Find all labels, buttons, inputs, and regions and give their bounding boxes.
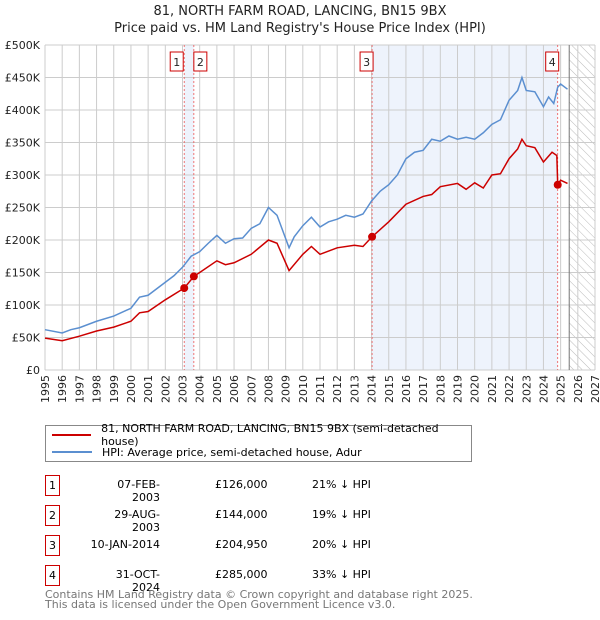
x-tick-label: 2023 bbox=[520, 375, 533, 403]
transaction-label: 2 bbox=[197, 56, 204, 69]
x-tick-label: 2006 bbox=[228, 375, 241, 403]
x-tick-label: 2002 bbox=[159, 375, 172, 403]
transaction-hpi-diff: 20% ↓ HPI bbox=[312, 538, 371, 551]
x-tick-label: 2025 bbox=[555, 375, 568, 403]
transaction-date: 31-OCT-2024 bbox=[115, 568, 160, 594]
x-tick-label: 1996 bbox=[56, 375, 69, 403]
series-line bbox=[44, 75, 568, 334]
x-tick-label: 2015 bbox=[383, 375, 396, 403]
x-tick-label: 2011 bbox=[314, 375, 327, 403]
y-tick-label: £50K bbox=[12, 332, 41, 345]
x-tick-label: 2008 bbox=[262, 375, 275, 403]
transaction-label-box bbox=[193, 51, 208, 72]
x-tick-label: 2020 bbox=[469, 375, 482, 403]
x-tick-label: 2005 bbox=[211, 375, 224, 403]
legend-item-hpi: HPI: Average price, semi-detached house,… bbox=[52, 444, 362, 460]
y-tick-label: £0 bbox=[26, 364, 40, 377]
x-tick-label: 2019 bbox=[452, 375, 465, 403]
x-tick-label: 1997 bbox=[73, 375, 86, 403]
legend: 81, NORTH FARM ROAD, LANCING, BN15 9BX (… bbox=[45, 422, 472, 462]
x-tick-label: 2000 bbox=[125, 375, 138, 403]
y-tick-label: £350K bbox=[5, 137, 41, 150]
chart-title: 81, NORTH FARM ROAD, LANCING, BN15 9BX bbox=[153, 4, 447, 19]
line-chart: 1995 1996 1997 1998 1999 2000 2001 2002 2003 2004… bbox=[5, 39, 600, 403]
x-tick-label: 2018 bbox=[434, 375, 447, 403]
footer-line-2: This data is licensed under the Open Gov… bbox=[45, 598, 396, 611]
transaction-label: 1 bbox=[173, 56, 180, 69]
x-tick-label: 2007 bbox=[245, 375, 258, 403]
transaction-point bbox=[553, 180, 562, 189]
x-tick-label: 2004 bbox=[194, 375, 207, 403]
x-tick-label: 2024 bbox=[537, 375, 550, 403]
y-tick-label: £500K bbox=[5, 39, 41, 52]
transaction-point bbox=[189, 272, 198, 281]
transaction-label-box bbox=[169, 51, 184, 72]
transaction-price: £144,000 bbox=[215, 508, 268, 521]
x-tick-label: 2013 bbox=[348, 375, 361, 403]
transaction-date: 29-AUG-2003 bbox=[114, 508, 160, 534]
transaction-date: 07-FEB-2003 bbox=[117, 478, 160, 504]
x-tick-label: 2003 bbox=[177, 375, 190, 403]
transaction-date: 10-JAN-2014 bbox=[90, 538, 160, 551]
y-tick-label: £450K bbox=[5, 72, 41, 85]
y-tick-label: £200K bbox=[5, 234, 41, 247]
x-tick-label: 2016 bbox=[400, 375, 413, 403]
y-tick-label: £150K bbox=[5, 267, 41, 280]
x-tick-label: 2027 bbox=[589, 375, 600, 403]
x-tick-label: 2009 bbox=[280, 375, 293, 403]
legend-label: 81, NORTH FARM ROAD, LANCING, BN15 9BX (… bbox=[101, 422, 439, 448]
x-tick-label: 2012 bbox=[331, 375, 344, 403]
chart-subtitle: Price paid vs. HM Land Registry's House … bbox=[114, 21, 486, 36]
x-tick-label: 1999 bbox=[108, 375, 121, 403]
legend-swatch-red bbox=[52, 434, 92, 436]
transaction-label: 4 bbox=[549, 56, 556, 69]
series-line bbox=[44, 137, 568, 342]
transaction-price: £126,000 bbox=[215, 478, 268, 491]
y-tick-label: £100K bbox=[5, 299, 41, 312]
transaction-price: £285,000 bbox=[215, 568, 268, 581]
x-tick-label: 2021 bbox=[486, 375, 499, 403]
legend-item-property: 81, NORTH FARM ROAD, LANCING, BN15 9BX (… bbox=[52, 422, 471, 448]
x-tick-label: 2001 bbox=[142, 375, 155, 403]
transaction-point bbox=[368, 232, 377, 241]
x-tick-label: 2026 bbox=[572, 375, 585, 403]
transaction-label-box bbox=[545, 51, 560, 72]
transaction-number: 2 bbox=[45, 505, 60, 526]
x-tick-label: 1998 bbox=[91, 375, 104, 403]
transaction-label: 3 bbox=[363, 56, 370, 69]
transaction-hpi-diff: 21% ↓ HPI bbox=[312, 478, 371, 491]
transaction-hpi-diff: 33% ↓ HPI bbox=[312, 568, 371, 581]
transaction-row: 1 07-FEB-2003 £126,000 21% ↓ HPI bbox=[45, 475, 445, 504]
x-tick-label: 2017 bbox=[417, 375, 430, 403]
x-tick-label: 2014 bbox=[366, 375, 379, 403]
legend-label: HPI: Average price, semi-detached house,… bbox=[102, 445, 362, 459]
transaction-price: £204,950 bbox=[215, 538, 268, 551]
transaction-label-box bbox=[359, 51, 374, 72]
transaction-hpi-diff: 19% ↓ HPI bbox=[312, 508, 371, 521]
transaction-row: 3 10-JAN-2014 £204,950 20% ↓ HPI bbox=[45, 535, 445, 556]
x-tick-label: 2010 bbox=[297, 375, 310, 403]
transaction-row: 4 31-OCT-2024 £285,000 33% ↓ HPI bbox=[45, 565, 445, 594]
transaction-number: 1 bbox=[45, 475, 60, 496]
transaction-point bbox=[180, 284, 189, 293]
transaction-number: 4 bbox=[45, 565, 60, 586]
footer-line-1: Contains HM Land Registry data © Crown c… bbox=[45, 588, 473, 601]
y-tick-label: £400K bbox=[5, 104, 41, 117]
transaction-row: 2 29-AUG-2003 £144,000 19% ↓ HPI bbox=[45, 505, 445, 534]
transaction-number: 3 bbox=[45, 535, 60, 556]
legend-swatch-blue bbox=[52, 451, 92, 453]
y-tick-label: £250K bbox=[5, 202, 41, 215]
x-tick-label: 2022 bbox=[503, 375, 516, 403]
x-tick-label: 1995 bbox=[39, 375, 52, 403]
y-tick-label: £300K bbox=[5, 169, 41, 182]
